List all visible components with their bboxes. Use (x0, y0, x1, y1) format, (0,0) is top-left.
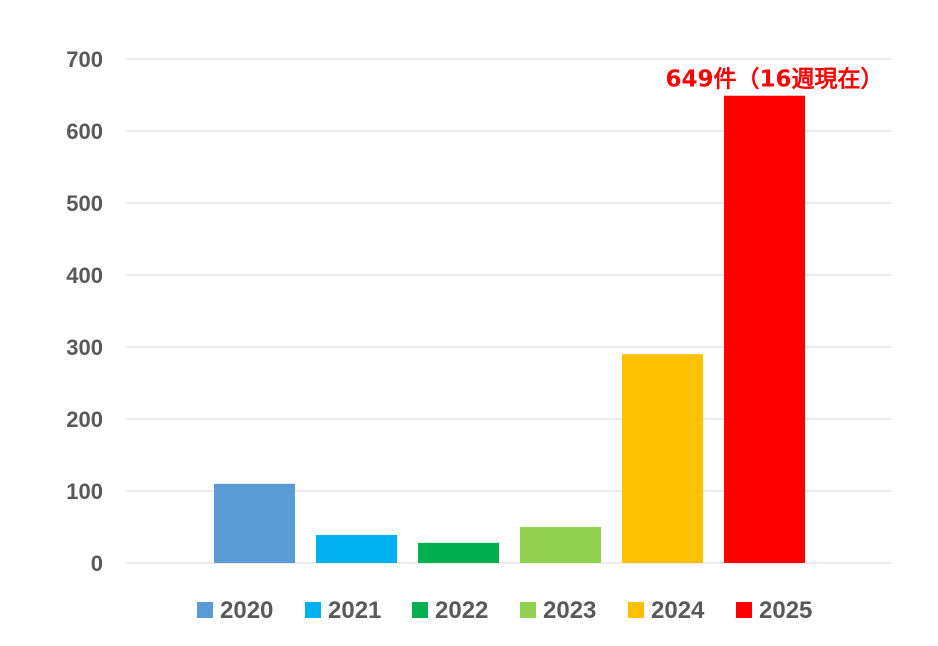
y-tick-label: 200 (66, 407, 103, 432)
y-tick-label: 0 (91, 551, 103, 576)
bar-2024 (622, 354, 703, 563)
legend-label-2022: 2022 (435, 597, 488, 624)
y-tick-label: 600 (66, 119, 103, 144)
y-axis-ticks: 0 100 200 300 400 500 600 700 (66, 47, 103, 576)
y-tick-label: 300 (66, 335, 103, 360)
legend-swatch-2025 (736, 602, 752, 618)
legend-swatch-2021 (305, 602, 321, 618)
bar-2023 (520, 527, 601, 563)
legend-label-2025: 2025 (759, 597, 812, 624)
bar-2025 (724, 95, 805, 563)
legend-label-2023: 2023 (543, 597, 596, 624)
bars (214, 95, 805, 563)
legend-swatch-2024 (628, 602, 644, 618)
legend-label-2020: 2020 (220, 597, 273, 624)
y-tick-label: 500 (66, 191, 103, 216)
y-tick-label: 700 (66, 47, 103, 72)
legend-swatch-2020 (197, 602, 213, 618)
legend-swatch-2022 (412, 602, 428, 618)
bar-2022 (418, 542, 499, 563)
bar-2021 (316, 534, 397, 563)
legend: 2020 2021 2022 2023 2024 2025 (197, 597, 812, 624)
annotation-label: 649件（16週現在） (665, 66, 883, 93)
legend-label-2021: 2021 (328, 597, 381, 624)
bar-2020 (214, 483, 295, 563)
legend-label-2024: 2024 (651, 597, 705, 624)
y-tick-label: 400 (66, 263, 103, 288)
legend-swatch-2023 (520, 602, 536, 618)
y-tick-label: 100 (66, 479, 103, 504)
